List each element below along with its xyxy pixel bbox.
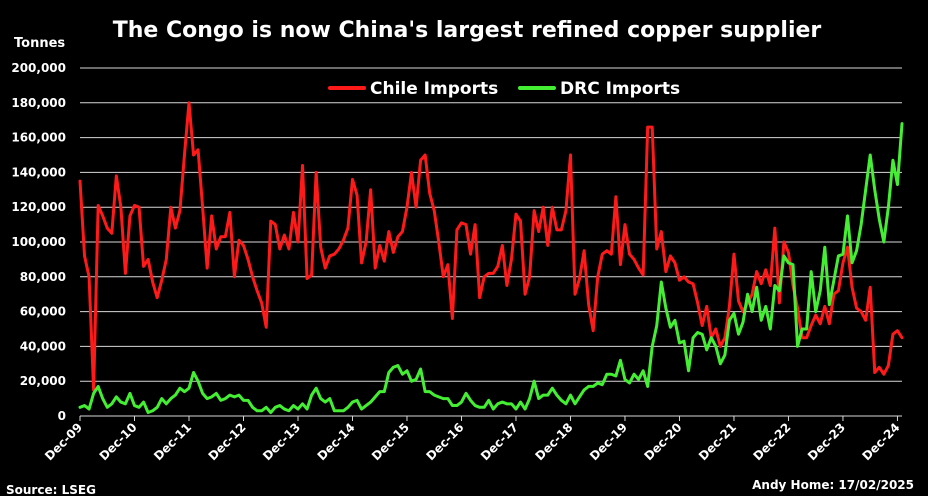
y-tick-label: 100,000 [11,235,66,249]
y-tick-label: 60,000 [20,305,66,319]
series-line-drc [78,122,904,415]
y-tick-label: 20,000 [20,374,66,388]
chart-title: The Congo is now China's largest refined… [113,18,822,43]
gridlines [80,67,902,382]
series-line-chile [78,101,904,392]
y-tick-label: 40,000 [20,339,66,353]
legend-label-chile: Chile Imports [370,79,498,99]
y-tick-label: 200,000 [11,61,66,75]
y-axis-ticks: 0 20,000 40,000 60,000 80,000 100,000 120,000 1… [11,61,66,423]
y-tick-label: 120,000 [11,200,66,214]
y-tick-label: 140,000 [11,165,66,179]
source-note: Source: LSEG [6,483,96,496]
y-tick-label: 0 [58,409,66,423]
series-group [78,101,904,415]
y-tick-label: 80,000 [20,270,66,284]
y-tick-label: 180,000 [11,96,66,110]
credit-note: Andy Home: 17/02/2025 [752,478,914,492]
y-axis-label: Tonnes [14,36,65,51]
y-tick-label: 160,000 [11,131,66,145]
legend: Chile Imports DRC Imports [328,79,680,99]
legend-label-drc: DRC Imports [560,79,680,99]
